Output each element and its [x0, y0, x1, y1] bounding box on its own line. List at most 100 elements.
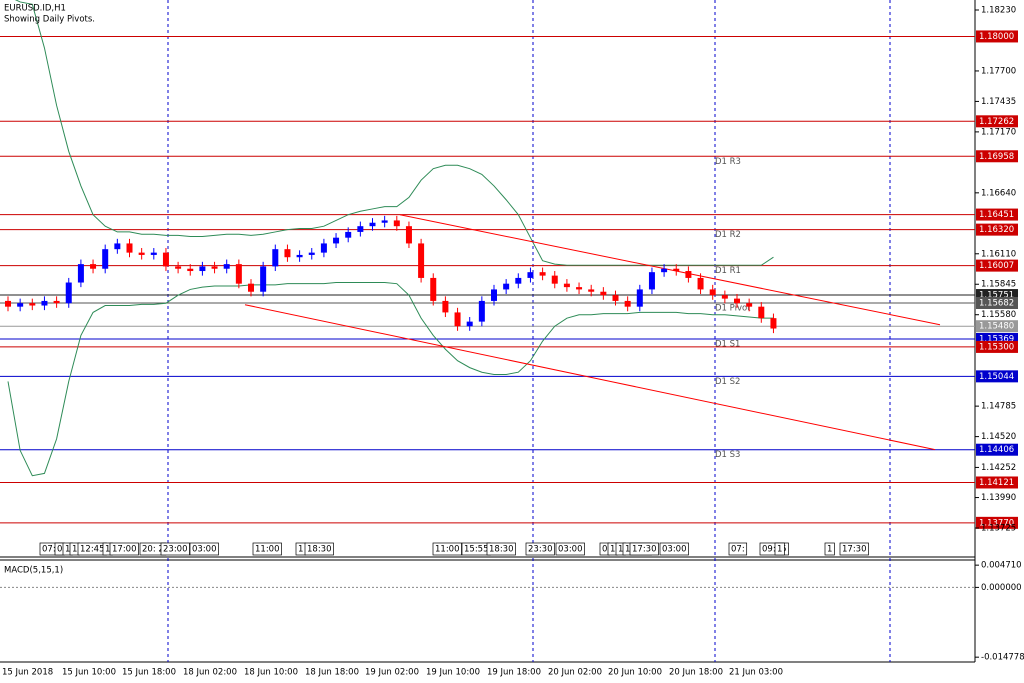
band-line: [7, 282, 774, 477]
time-mark-label: 17:00: [112, 545, 137, 555]
trend-line: [399, 214, 941, 326]
time-mark-box: [774, 542, 785, 556]
candle-body: [138, 252, 145, 255]
pivot-label: D1 R2: [715, 230, 741, 240]
candle-body: [746, 303, 753, 307]
candle-body: [636, 289, 643, 307]
levels: 1.18000 1.17262 1.16958 D1 R3 1.16451 1.16320…: [0, 30, 1018, 529]
time-mark: 18:30: [304, 542, 334, 556]
level-tag-box: [976, 370, 1018, 383]
candle-body: [721, 295, 728, 299]
candle-body: [418, 243, 425, 278]
candle-body: [77, 264, 84, 283]
time-mark-box: [629, 542, 659, 556]
candle-body: [223, 264, 230, 269]
y-tick-label: 1.18230: [981, 6, 1016, 16]
candle-body: [260, 266, 267, 292]
level-tag-label: 1.15300: [979, 342, 1014, 352]
level-tag-box: [976, 296, 1018, 309]
level-tag: 1.16958: [976, 150, 1018, 163]
x-axis-label: 18 Jun 10:00: [244, 668, 298, 678]
level-tag-label: 1.14121: [979, 478, 1014, 488]
time-mark-box: [252, 542, 282, 556]
level-tag: 1.14121: [976, 476, 1018, 489]
level-tag-box: [976, 115, 1018, 128]
y-tick-label: 1.14252: [981, 463, 1016, 473]
time-mark-label: 09:45: [762, 545, 787, 555]
level-tag-box: [976, 30, 1018, 43]
time-mark-label: 18:30: [489, 545, 514, 555]
level-tag-label: 1.15369: [979, 334, 1014, 344]
candle-body: [5, 300, 11, 307]
x-axis-label: 19 Jun 18:00: [487, 668, 541, 678]
candle-body: [697, 277, 704, 290]
time-mark-label: 11:00: [435, 545, 460, 555]
candle-body: [102, 249, 109, 269]
x-axis-label: 21 Jun 03:00: [729, 668, 783, 678]
time-mark: 1: [295, 542, 306, 556]
level-tag-label: 1.15751: [979, 291, 1014, 301]
time-mark-box: [109, 542, 139, 556]
candle-body: [600, 291, 607, 296]
candle-body: [673, 268, 680, 272]
level-tag: 1.17262: [976, 115, 1018, 128]
level-tag: 1.13770: [976, 516, 1018, 529]
level-tag-label: 1.16958: [979, 152, 1014, 162]
time-mark: 12:45: [77, 542, 107, 556]
y-tick-label: 1.17435: [981, 97, 1016, 107]
time-mark-box: [839, 542, 869, 556]
y-tick-label: -0.014778: [981, 653, 1024, 663]
candle-body: [284, 249, 291, 258]
time-mark-label: 17:30: [842, 545, 867, 555]
time-mark-box: [486, 542, 516, 556]
level-tag: 1.16451: [976, 208, 1018, 221]
time-mark-label: 1: [105, 545, 110, 555]
level-tag: 1.14406: [976, 443, 1018, 456]
candle-body: [503, 283, 510, 290]
time-mark: 20: 2: [139, 542, 167, 556]
x-axis-label: 19 Jun 02:00: [365, 668, 419, 678]
x-axis-label: 20 Jun 18:00: [669, 668, 723, 678]
time-mark-label: 1: [298, 545, 303, 555]
time-mark-box: [728, 542, 748, 556]
y-tick-label: 1.16110: [981, 249, 1016, 259]
candle-body: [320, 243, 327, 253]
time-mark-label: 15:55: [464, 545, 489, 555]
time-mark-label: 20: 2: [142, 545, 164, 555]
time-mark-label: 1: [618, 545, 623, 555]
level-tag-label: 1.18000: [979, 32, 1014, 42]
time-mark-box: [659, 542, 689, 556]
candle-body: [442, 300, 449, 313]
candle-body: [491, 289, 497, 301]
pivot-label: D1 R3: [715, 157, 741, 167]
time-mark: 1: [774, 542, 785, 556]
time-mark-label: 03:00: [662, 545, 687, 555]
time-mark-label: 18:30: [307, 545, 332, 555]
time-mark-box: [304, 542, 334, 556]
time-mark-label: 0: [57, 545, 62, 555]
x-axis-label: 15 Jun 10:00: [62, 668, 116, 678]
trend-line: [244, 304, 936, 451]
y-tick-label: 1.15580: [981, 310, 1016, 320]
time-mark-label: 1: [610, 545, 615, 555]
time-mark-label: 23:30: [528, 545, 553, 555]
candle-body: [308, 252, 315, 255]
level-tag: 1.15682: [976, 296, 1018, 309]
time-mark-label: 12:45: [80, 545, 105, 555]
candle-body: [199, 266, 206, 272]
candle-body: [235, 264, 242, 284]
y-tick-label: 0.004710: [981, 561, 1022, 571]
candle-body: [381, 220, 388, 223]
time-mark-label: 1: [827, 545, 832, 555]
y-tick-label: 1.17170: [981, 127, 1016, 137]
candle-body: [211, 266, 218, 269]
time-mark-label: 17:30: [632, 545, 657, 555]
candle-body: [770, 318, 777, 329]
time-mark: 17:00: [109, 542, 139, 556]
y-tick-label: 1.14785: [981, 402, 1016, 412]
time-mark-box: [555, 542, 585, 556]
time-mark: 18:30: [486, 542, 516, 556]
time-mark-label: 03:00: [558, 545, 583, 555]
candle-body: [150, 252, 157, 255]
